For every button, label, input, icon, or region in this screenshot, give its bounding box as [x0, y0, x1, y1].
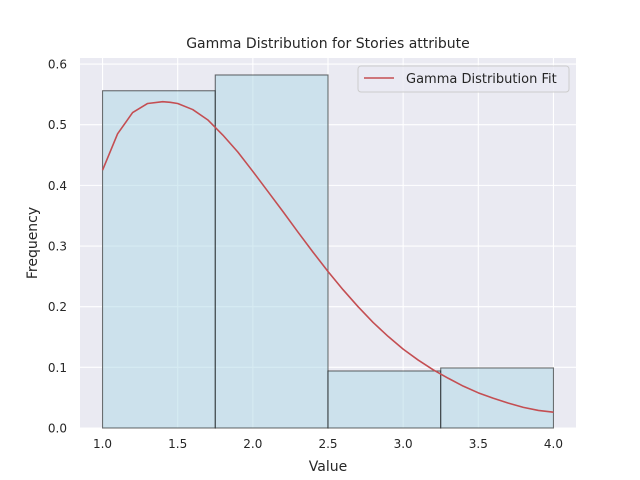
- histogram-bar-3: [327, 370, 442, 429]
- x-tick-label: 4.0: [544, 437, 563, 451]
- y-tick-label: 0.4: [48, 179, 67, 193]
- y-tick-label: 0.5: [48, 118, 67, 132]
- legend-entry-label: Gamma Distribution Fit: [406, 72, 557, 87]
- legend-box: [357, 65, 570, 93]
- legend: Gamma Distribution Fit: [357, 65, 570, 93]
- x-axis-label: Value: [309, 459, 347, 475]
- x-tick-label: 1.0: [93, 437, 112, 451]
- fit-line-layer: [101, 100, 554, 414]
- histogram-bar-1: [101, 90, 216, 429]
- x-tick-label: 2.0: [243, 437, 262, 451]
- y-tick-label: 0.3: [48, 240, 67, 254]
- histogram-bar-2: [214, 74, 329, 429]
- x-tick-label: 3.0: [394, 437, 413, 451]
- x-tick-label: 1.5: [168, 437, 187, 451]
- y-tick-label: 0.1: [48, 361, 67, 375]
- y-axis-label: Frequency: [25, 207, 41, 279]
- gamma-fit-line: [101, 100, 554, 414]
- y-tick-label: 0.2: [48, 300, 67, 314]
- tick-labels: 1.0 1.5 2.0 2.5 3.0 3.5 4.0 0.0 0.1 0.2 0.3 0.4 0.5 0…: [48, 58, 563, 451]
- y-tick-label: 0.0: [48, 422, 67, 436]
- chart-title: Gamma Distribution for Stories attribute: [186, 36, 470, 52]
- histogram-bar-4: [440, 367, 555, 429]
- x-tick-label: 3.5: [469, 437, 488, 451]
- histogram-bars: [101, 74, 555, 429]
- y-tick-label: 0.6: [48, 58, 67, 72]
- x-tick-label: 2.5: [318, 437, 337, 451]
